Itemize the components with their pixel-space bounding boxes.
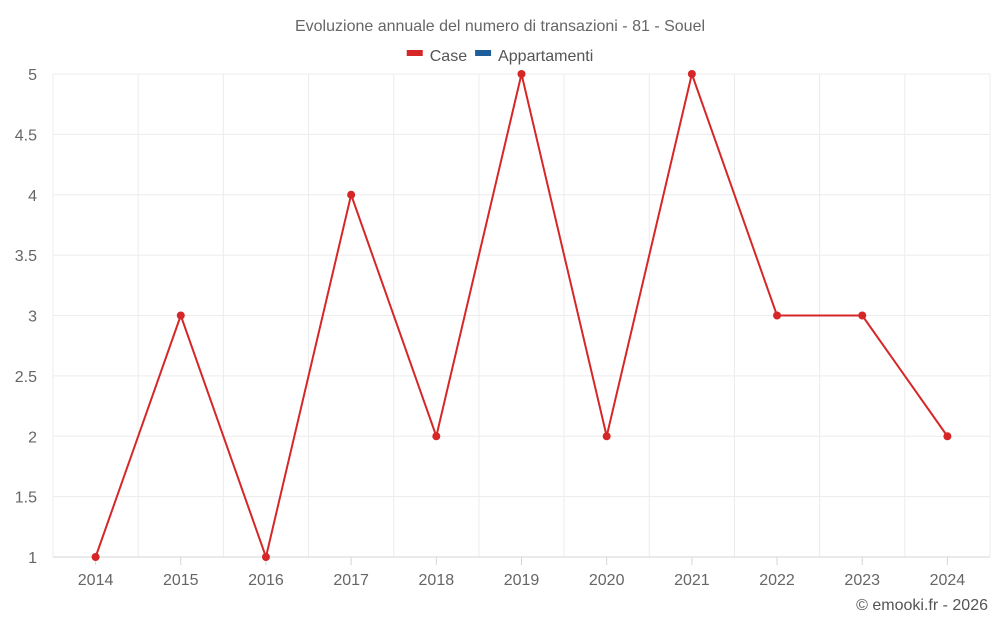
x-tick-label: 2023 bbox=[844, 572, 880, 589]
y-tick-label: 3.5 bbox=[15, 248, 37, 265]
x-tick-label: 2016 bbox=[248, 572, 284, 589]
credit-text: © emooki.fr - 2026 bbox=[856, 597, 988, 614]
data-point[interactable] bbox=[432, 432, 441, 441]
x-tick-label: 2020 bbox=[589, 572, 625, 589]
data-point[interactable] bbox=[687, 70, 696, 78]
data-point[interactable] bbox=[176, 311, 185, 320]
chart-title: Evoluzione annuale del numero di transaz… bbox=[295, 18, 705, 35]
x-tick-label: 2024 bbox=[930, 572, 966, 589]
data-point[interactable] bbox=[943, 432, 952, 441]
axes: 1 1.5 2 2.5 3 3.5 4 4.5 5 2014 2015 2016 2017 2018 201… bbox=[15, 67, 990, 589]
x-tick-label: 2018 bbox=[419, 572, 455, 589]
x-tick-label: 2014 bbox=[78, 572, 114, 589]
x-tick-label: 2021 bbox=[674, 572, 710, 589]
x-tick-label: 2019 bbox=[504, 572, 540, 589]
series-layer bbox=[91, 70, 952, 561]
legend-label[interactable]: Case bbox=[430, 48, 467, 65]
y-tick-label: 2.5 bbox=[15, 369, 37, 386]
x-tick-label: 2015 bbox=[163, 572, 199, 589]
data-point[interactable] bbox=[773, 311, 782, 320]
legend-label[interactable]: Appartamenti bbox=[498, 48, 593, 65]
y-tick-label: 4.5 bbox=[15, 127, 37, 144]
legend-swatch[interactable] bbox=[475, 50, 492, 56]
x-tick-label: 2022 bbox=[759, 572, 795, 589]
grid bbox=[52, 73, 991, 557]
x-tick-label: 2017 bbox=[333, 572, 369, 589]
data-point[interactable] bbox=[858, 311, 867, 320]
y-tick-label: 5 bbox=[28, 67, 37, 84]
y-tick-label: 3 bbox=[28, 309, 37, 326]
data-point[interactable] bbox=[91, 553, 100, 561]
data-point[interactable] bbox=[347, 190, 356, 199]
y-tick-label: 1.5 bbox=[15, 490, 37, 507]
y-tick-label: 2 bbox=[28, 429, 37, 446]
data-point[interactable] bbox=[517, 70, 526, 78]
data-point[interactable] bbox=[602, 432, 611, 441]
data-point[interactable] bbox=[261, 553, 270, 561]
y-tick-label: 4 bbox=[28, 188, 37, 205]
legend: Case Appartamenti bbox=[406, 48, 593, 65]
y-tick-label: 1 bbox=[28, 550, 37, 567]
legend-swatch[interactable] bbox=[406, 50, 423, 56]
